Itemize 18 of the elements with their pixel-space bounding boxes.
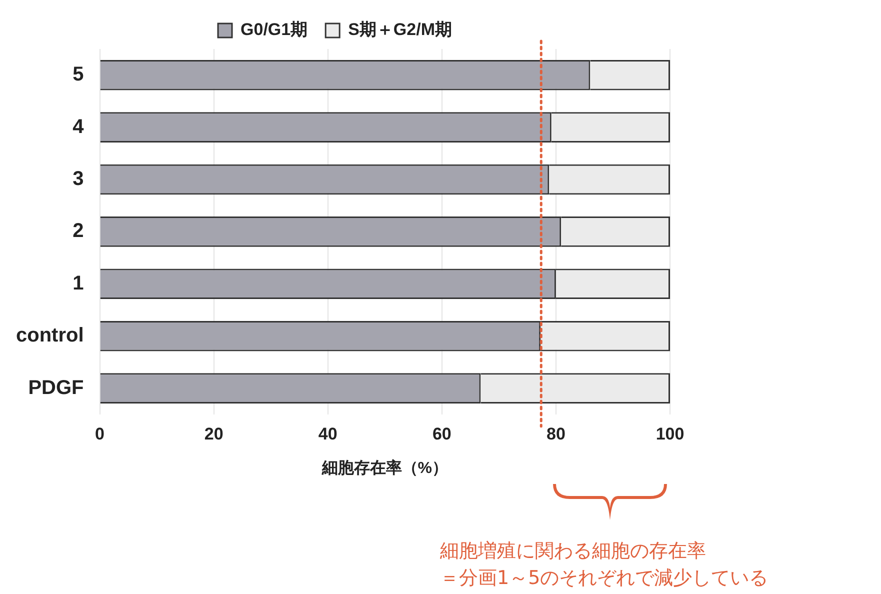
y-tick-label: 1 <box>72 272 84 294</box>
y-tick-label: 4 <box>72 116 85 138</box>
text: ＝分画1～5のそれぞれで減少している <box>440 566 768 591</box>
y-tick-label: PDGF <box>28 376 84 399</box>
x-tick-label: 20 <box>204 424 224 444</box>
y-tick-label: 5 <box>72 64 84 86</box>
x-tick-label: 60 <box>432 424 452 444</box>
legend-label: G0/G1期 <box>240 20 308 40</box>
text: 細胞増殖に関わる細胞の存在率 <box>440 539 707 564</box>
x-tick-label: 40 <box>318 424 338 444</box>
y-tick-label: 2 <box>72 220 84 242</box>
y-tick-label: control <box>16 324 84 347</box>
x-tick-label: 80 <box>546 424 566 444</box>
x-tick-label: 100 <box>656 424 684 444</box>
x-axis-title: 細胞存在率（%） <box>320 458 448 477</box>
x-tick-label: 0 <box>95 424 105 444</box>
y-tick-label: 3 <box>72 168 84 190</box>
legend-label: S期＋G2/M期 <box>348 20 452 40</box>
